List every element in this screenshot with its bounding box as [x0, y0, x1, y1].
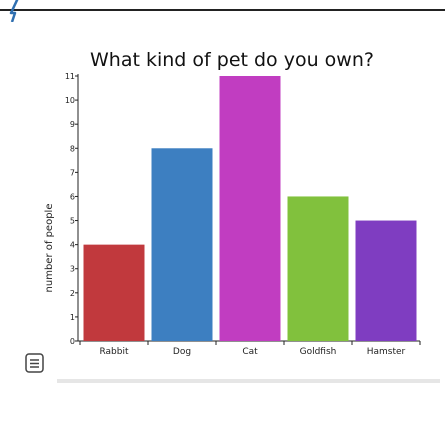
y-axis-label: number of people — [44, 204, 55, 293]
bar-rabbit — [83, 244, 145, 341]
y-tick-label: 1 — [70, 313, 75, 322]
menu-icon[interactable] — [24, 351, 46, 375]
y-tick-label: 7 — [70, 168, 75, 177]
y-tick-label: 8 — [70, 144, 75, 153]
y-tick-label: 2 — [70, 289, 75, 298]
y-tick-label: 6 — [70, 192, 75, 201]
y-axis: 0 1 2 3 4 5 6 7 8 9 10 11 — [65, 72, 79, 346]
top-divider — [0, 9, 445, 11]
x-axis: Rabbit Dog Cat Goldfish Hamster — [78, 340, 421, 357]
bar-cat — [219, 76, 281, 341]
y-tick-label: 10 — [65, 96, 75, 105]
x-tick-label: Goldfish — [300, 347, 337, 357]
x-tick-label: Hamster — [367, 347, 406, 357]
y-tick-label: 4 — [70, 241, 75, 250]
bar-chart: What kind of pet do you own? number of p… — [44, 49, 421, 357]
chart-title: What kind of pet do you own? — [90, 49, 374, 71]
y-tick-label: 5 — [70, 217, 75, 226]
corner-arrow-icon — [9, 0, 19, 22]
bar-goldfish — [287, 196, 349, 341]
y-tick-label: 3 — [70, 265, 75, 274]
y-tick-label: 9 — [70, 120, 75, 129]
chart-container: What kind of pet do you own? number of p… — [0, 40, 445, 380]
bars-group — [83, 76, 417, 341]
bar-dog — [151, 148, 213, 341]
x-tick-label: Cat — [242, 347, 258, 357]
x-tick-label: Rabbit — [99, 347, 128, 357]
bottom-divider — [57, 379, 440, 383]
x-tick-label: Dog — [173, 347, 191, 357]
y-tick-label: 0 — [70, 337, 75, 346]
y-tick-label: 11 — [65, 72, 75, 81]
bar-hamster — [355, 220, 417, 341]
